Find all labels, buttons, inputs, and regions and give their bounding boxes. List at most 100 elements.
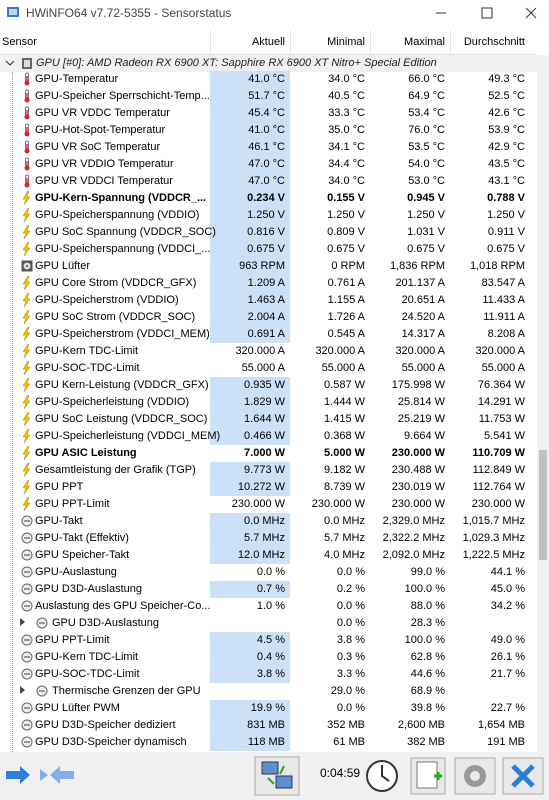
- current-highlight: [210, 411, 290, 428]
- sensor-icon: [21, 651, 33, 663]
- sensor-value: 43.1 °C: [488, 175, 525, 187]
- sensor-value: 22.7 %: [490, 702, 525, 714]
- sensor-name: GPU-Hot-Spot-Temperatur: [35, 124, 166, 136]
- sensor-icon: [22, 344, 31, 358]
- sensor-name: GPU-Speicherspannung (VDDCI_...: [35, 243, 211, 255]
- sensor-value: 49.3 °C: [488, 73, 525, 85]
- sensor-value: 66.0 °C: [408, 73, 445, 85]
- sensor-value: 0.675 V: [327, 243, 365, 255]
- network-button[interactable]: [254, 756, 300, 796]
- sensor-row: GPU-Takt (Effektiv) 5.7 MHz 5.7 MHz 2,322.2…: [0, 530, 537, 547]
- sensor-value: 0.911 V: [487, 226, 525, 238]
- sensor-value: 0.3 %: [336, 651, 365, 663]
- sensor-icon: [21, 260, 33, 272]
- sensor-value: 3.8 %: [336, 634, 365, 646]
- sensor-value: 0.675 V: [407, 243, 445, 255]
- current-highlight: [210, 292, 290, 309]
- sensor-value: 9.182 W: [324, 464, 365, 476]
- sensor-value: 43.5 °C: [488, 158, 525, 170]
- scrollbar[interactable]: [537, 55, 549, 752]
- current-highlight: [210, 71, 290, 88]
- sensor-value: 54.0 °C: [408, 158, 445, 170]
- current-highlight: [210, 547, 290, 564]
- sensor-icon: [22, 480, 31, 494]
- sensor-value: 0.155 V: [327, 192, 365, 204]
- sensor-icon: [21, 719, 33, 731]
- sensor-value: 2,322.2 MHz: [382, 532, 445, 544]
- sensor-row: GPU-SOC-TDC-Limit 3.8 % 3.3 % 44.6 % 21.7 %: [0, 666, 537, 683]
- sensor-row: GPU PPT-Limit 4.5 % 3.8 % 100.0 % 49.0 %: [0, 632, 537, 649]
- sensor-name: GPU D3D-Speicher dediziert: [35, 719, 176, 731]
- sensor-value: 8.208 A: [487, 328, 525, 340]
- sensor-value: 0.816 V: [247, 226, 285, 238]
- sensor-value: 4.5 %: [256, 634, 285, 646]
- sensor-icon: [21, 566, 33, 578]
- current-highlight: [210, 224, 290, 241]
- sensor-value: 24.520 A: [401, 311, 445, 323]
- sensor-value: 831 MB: [247, 719, 285, 731]
- expand-arrow[interactable]: [20, 686, 25, 694]
- window-controls[interactable]: [430, 5, 540, 21]
- sensor-value: 1,029.3 MHz: [462, 532, 525, 544]
- sensor-name: GPU-Kern TDC-Limit: [35, 345, 139, 357]
- sensor-icon: [22, 429, 31, 443]
- group-icon[interactable]: [0, 55, 34, 72]
- current-highlight: [210, 105, 290, 122]
- sensor-row: GPU Speicher-Takt 12.0 MHz 4.0 MHz 2,092.0 …: [0, 547, 537, 564]
- sensor-row: GPU D3D-Speicher dynamisch 118 MB 61 MB 382…: [0, 734, 537, 751]
- sensor-value: 53.0 °C: [408, 175, 445, 187]
- sensor-icon: [24, 140, 30, 154]
- sensor-value: 62.8 %: [410, 651, 445, 663]
- sensor-icon: [22, 191, 31, 205]
- sensor-value: 1.250 V: [487, 209, 525, 221]
- nav-buttons[interactable]: [4, 762, 76, 788]
- sensor-value: 0.788 V: [487, 192, 525, 204]
- column-separator: [450, 30, 451, 54]
- group-row: GPU [#0]: AMD Radeon RX 6900 XT: Sapphir…: [0, 55, 537, 72]
- sensor-name: GPU-Kern TDC-Limit: [35, 651, 139, 663]
- sensor-value: 110.709 W: [472, 447, 525, 459]
- sensor-value: 55.000 A: [241, 362, 285, 374]
- sensor-icon: [24, 174, 30, 188]
- sensor-icon: [22, 310, 31, 324]
- sensor-name: GPU SoC Spannung (VDDCR_SOC): [35, 226, 216, 238]
- current-highlight: [210, 173, 290, 190]
- sensor-value: 11.433 A: [482, 294, 525, 306]
- sensor-row: GPU D3D-Speicher dediziert 831 MB 352 MB 2,…: [0, 717, 537, 734]
- expand-arrow[interactable]: [20, 618, 25, 626]
- sensor-value: 45.4 °C: [248, 107, 285, 119]
- current-highlight: [210, 326, 290, 343]
- sensor-value: 39.8 %: [410, 702, 445, 714]
- sensor-row: GPU VR VDDIO Temperatur 47.0 °C 34.4 °C 54.…: [0, 156, 537, 173]
- sensor-value: 382 MB: [407, 736, 445, 748]
- sensor-icon: [36, 617, 48, 629]
- sensor-row: GPU Lüfter 963 RPM 0 RPM 1,836 RPM 1,018 RPM: [0, 258, 537, 275]
- sensor-value: 47.0 °C: [248, 158, 285, 170]
- sensor-icon: [22, 412, 31, 426]
- sensor-value: 76.364 W: [477, 379, 525, 391]
- sensor-name: GPU-Speicherleistung (VDDCI_MEM): [35, 430, 221, 442]
- action-buttons[interactable]: [364, 756, 544, 796]
- scroll-thumb[interactable]: [539, 450, 547, 560]
- sensor-value: 100.0 %: [404, 634, 445, 646]
- column-separator: [370, 30, 371, 54]
- sensor-value: 34.0 °C: [328, 175, 365, 187]
- sensor-value: 230.000 W: [391, 498, 445, 510]
- sensor-value: 0.7 %: [256, 583, 285, 595]
- sensor-value: 1,836 RPM: [389, 260, 445, 272]
- sensor-value: 0.0 %: [256, 566, 285, 578]
- sensor-value: 9.664 W: [404, 430, 445, 442]
- sensor-value: 320.000 A: [315, 345, 365, 357]
- sensor-row: GPU-Speicherleistung (VDDCI_MEM) 0.466 W 0…: [0, 428, 537, 445]
- sensor-value: 1.463 A: [247, 294, 285, 306]
- sensor-value: 28.3 %: [410, 617, 445, 629]
- current-highlight: [210, 734, 290, 751]
- sensor-name: GPU-Speicherspannung (VDDIO): [35, 209, 200, 221]
- current-highlight: [210, 309, 290, 326]
- sensor-value: 1,018 RPM: [469, 260, 525, 272]
- sensor-value: 0.368 W: [324, 430, 365, 442]
- sensor-value: 88.0 %: [410, 600, 445, 612]
- current-highlight: [210, 530, 290, 547]
- sensor-value: 2,600 MB: [397, 719, 445, 731]
- sensor-value: 1.209 A: [247, 277, 285, 289]
